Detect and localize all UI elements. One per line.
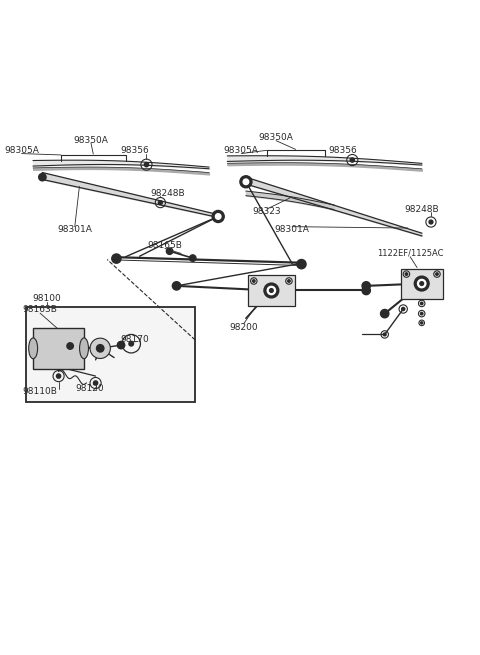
- Circle shape: [94, 381, 98, 385]
- Circle shape: [384, 333, 386, 336]
- Text: 98305A: 98305A: [224, 146, 259, 155]
- Circle shape: [362, 282, 371, 290]
- Circle shape: [112, 254, 121, 263]
- Text: 98248B: 98248B: [404, 205, 439, 214]
- Text: 98350A: 98350A: [73, 136, 108, 145]
- Circle shape: [436, 273, 438, 275]
- Circle shape: [57, 374, 60, 378]
- Circle shape: [144, 162, 149, 167]
- Text: 98163B: 98163B: [23, 305, 58, 314]
- Circle shape: [270, 289, 273, 292]
- FancyBboxPatch shape: [26, 307, 195, 402]
- Circle shape: [96, 345, 104, 352]
- Circle shape: [418, 280, 426, 288]
- Circle shape: [158, 200, 162, 204]
- Text: 98323: 98323: [252, 208, 281, 216]
- Circle shape: [243, 179, 249, 185]
- Ellipse shape: [80, 338, 88, 359]
- Circle shape: [420, 322, 423, 324]
- Circle shape: [405, 273, 408, 275]
- Circle shape: [402, 307, 405, 310]
- Circle shape: [414, 276, 429, 291]
- Circle shape: [381, 309, 389, 318]
- Circle shape: [350, 158, 354, 162]
- Text: 98110B: 98110B: [23, 387, 58, 396]
- Circle shape: [129, 341, 133, 346]
- Text: 98120: 98120: [76, 384, 104, 393]
- Text: 98301A: 98301A: [275, 225, 310, 234]
- Circle shape: [420, 302, 423, 305]
- Circle shape: [67, 343, 73, 349]
- Circle shape: [429, 220, 433, 224]
- Circle shape: [420, 312, 423, 315]
- Circle shape: [216, 214, 221, 219]
- Polygon shape: [248, 276, 295, 305]
- Circle shape: [420, 282, 423, 286]
- Circle shape: [172, 282, 180, 290]
- Circle shape: [362, 286, 371, 295]
- Circle shape: [39, 174, 46, 181]
- Circle shape: [212, 210, 224, 223]
- FancyBboxPatch shape: [33, 328, 84, 369]
- Text: 98301A: 98301A: [57, 225, 92, 234]
- Circle shape: [240, 176, 252, 188]
- Text: 98165B: 98165B: [147, 240, 182, 250]
- Circle shape: [252, 280, 255, 282]
- Text: 98200: 98200: [229, 323, 258, 332]
- Circle shape: [288, 280, 290, 282]
- Circle shape: [97, 346, 103, 351]
- Polygon shape: [401, 269, 443, 299]
- Circle shape: [267, 286, 276, 295]
- Circle shape: [190, 255, 196, 261]
- Text: 98100: 98100: [33, 294, 61, 303]
- Circle shape: [90, 338, 110, 358]
- Text: 98305A: 98305A: [4, 146, 39, 155]
- Circle shape: [297, 259, 306, 269]
- Text: 1122EF/1125AC: 1122EF/1125AC: [377, 249, 444, 258]
- Text: 98350A: 98350A: [259, 134, 293, 142]
- Text: 98356: 98356: [120, 146, 149, 155]
- Text: 98248B: 98248B: [150, 189, 185, 198]
- Text: 98356: 98356: [329, 146, 358, 155]
- Ellipse shape: [29, 338, 37, 359]
- Circle shape: [264, 283, 279, 298]
- Text: 98170: 98170: [120, 335, 149, 344]
- Circle shape: [167, 248, 173, 254]
- Circle shape: [117, 341, 125, 348]
